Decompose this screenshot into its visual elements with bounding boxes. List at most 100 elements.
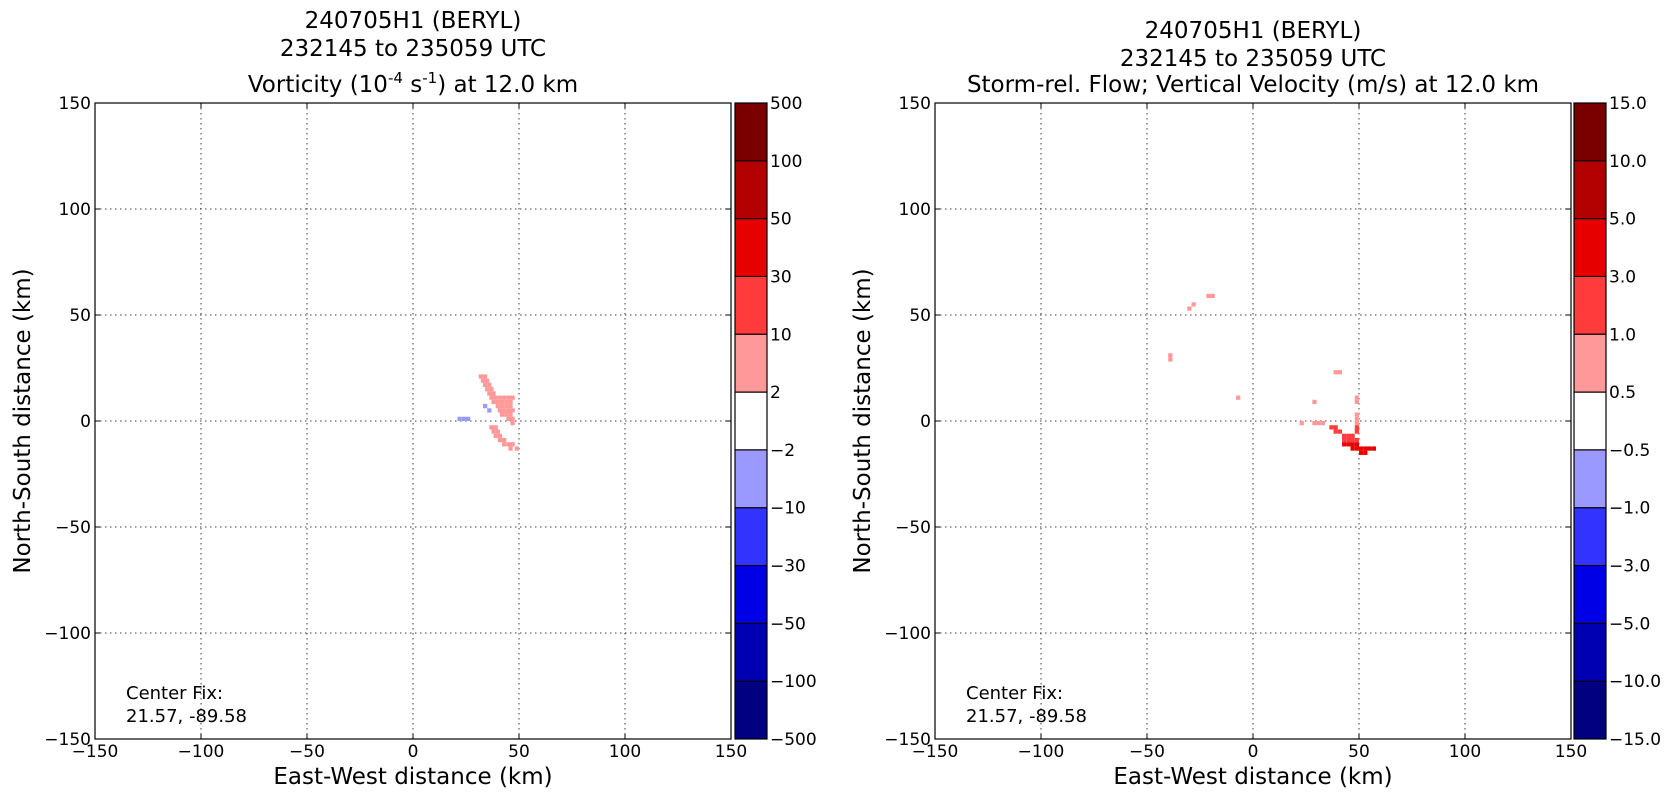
data-cell xyxy=(1191,302,1196,307)
colorbar-label: −0.5 xyxy=(1609,441,1650,461)
data-cell xyxy=(1346,437,1351,443)
x-tick-label: 100 xyxy=(609,742,641,762)
data-cell xyxy=(489,387,494,392)
colorbar-label: −1.0 xyxy=(1609,499,1650,519)
data-cell xyxy=(1333,370,1338,375)
colorbar-swatch xyxy=(1574,681,1606,739)
x-tick-label: 100 xyxy=(1449,742,1481,762)
data-cell xyxy=(1350,433,1355,438)
data-cell xyxy=(497,395,503,400)
x-tick-label: −100 xyxy=(1018,742,1065,762)
data-cell xyxy=(1354,399,1359,405)
data-cell xyxy=(1354,442,1359,447)
data-cell xyxy=(489,425,494,430)
data-cell xyxy=(1354,425,1359,430)
colorbar-label: 0.5 xyxy=(1609,383,1636,403)
data-cell xyxy=(1342,437,1347,443)
data-cell xyxy=(499,404,505,409)
panel-2: −150 −100 −50 0 50 100 150 −150 −100 −50 0 50 100 150… xyxy=(850,18,1661,790)
title-line-2: 232145 to 235059 UTC xyxy=(280,36,546,62)
data-cell xyxy=(485,387,490,392)
y-axis-label: North-South distance (km) xyxy=(10,268,36,573)
y-tick-label: 100 xyxy=(59,200,91,220)
colorbar-frame xyxy=(1573,102,1607,740)
colorbar-label: 500 xyxy=(770,94,802,114)
data-cell xyxy=(510,408,515,413)
colorbar-swatch xyxy=(735,392,767,450)
data-cell xyxy=(1363,450,1368,455)
data-cell xyxy=(491,429,496,434)
y-tick-label: −100 xyxy=(884,624,931,644)
data-cell xyxy=(1350,442,1355,447)
data-cell xyxy=(502,437,507,443)
y-tick-label: 150 xyxy=(899,94,931,114)
colorbar-frame xyxy=(734,102,768,740)
data-cell xyxy=(1367,446,1372,451)
y-tick-label: −50 xyxy=(895,518,931,538)
colorbar-label: 30 xyxy=(770,267,792,287)
colorbar-swatch xyxy=(1574,160,1606,219)
data-cell xyxy=(487,382,492,388)
colorbar-label: −50 xyxy=(770,614,806,634)
colorbar-label: −100 xyxy=(770,672,817,692)
x-tick-label: 150 xyxy=(1555,742,1587,762)
data-cell xyxy=(508,412,513,417)
x-axis-label: East-West distance (km) xyxy=(1113,764,1392,790)
data-cell xyxy=(1359,446,1364,451)
data-cell xyxy=(1312,399,1317,405)
data-cell xyxy=(495,399,500,405)
colorbar-label: 50 xyxy=(770,210,792,230)
data-cell xyxy=(466,416,471,421)
data-cell xyxy=(1342,442,1347,447)
x-tick-label: 0 xyxy=(1248,742,1259,762)
data-cell xyxy=(508,446,513,451)
data-cell xyxy=(1168,357,1173,362)
data-cell xyxy=(482,374,488,379)
data-cell xyxy=(506,395,511,400)
data-cell xyxy=(1187,306,1192,311)
data-cell xyxy=(504,404,509,409)
colorbar-swatch xyxy=(1574,103,1606,161)
data-cell xyxy=(1168,353,1173,358)
data-cell xyxy=(502,395,507,400)
y-tick-label: −150 xyxy=(884,730,931,750)
y-tick-label: −150 xyxy=(44,730,91,750)
x-tick-label: 150 xyxy=(715,742,747,762)
data-cell xyxy=(497,437,503,443)
y-tick-label: 50 xyxy=(69,306,91,326)
x-tick-label: 0 xyxy=(408,742,419,762)
data-cell xyxy=(485,378,490,383)
x-tick-label: −100 xyxy=(178,742,225,762)
title-line-1: 240705H1 (BERYL) xyxy=(1145,18,1362,44)
data-cell xyxy=(1337,370,1343,375)
data-cell xyxy=(491,391,496,396)
colorbar-label: −10.0 xyxy=(1609,672,1661,692)
data-cell xyxy=(510,395,515,400)
data-cell xyxy=(1354,437,1359,443)
data-cell xyxy=(1354,395,1359,400)
data-cell xyxy=(502,442,507,447)
colorbar-label: 1.0 xyxy=(1609,325,1636,345)
data-cell xyxy=(1371,446,1376,451)
data-cell xyxy=(497,433,503,438)
colorbar-swatch xyxy=(735,507,767,566)
colorbar-swatch xyxy=(1574,449,1606,508)
colorbar-swatch xyxy=(735,449,767,508)
data-cell xyxy=(482,404,488,409)
data-cell xyxy=(1333,429,1338,434)
colorbar-label: −10 xyxy=(770,499,806,519)
data-cell xyxy=(1329,425,1334,430)
colorbar-swatch xyxy=(735,218,767,277)
title-line-2: 232145 to 235059 UTC xyxy=(1120,46,1386,72)
data-cell xyxy=(487,391,492,396)
data-cell xyxy=(510,416,515,421)
x-tick-label: −50 xyxy=(1129,742,1165,762)
x-axis-label: East-West distance (km) xyxy=(273,764,552,790)
data-cell xyxy=(493,433,498,438)
data-cell xyxy=(487,408,492,413)
data-cell xyxy=(495,404,500,409)
colorbar-label: −3.0 xyxy=(1609,557,1650,577)
data-cell xyxy=(478,374,483,379)
data-cell xyxy=(1299,421,1304,426)
